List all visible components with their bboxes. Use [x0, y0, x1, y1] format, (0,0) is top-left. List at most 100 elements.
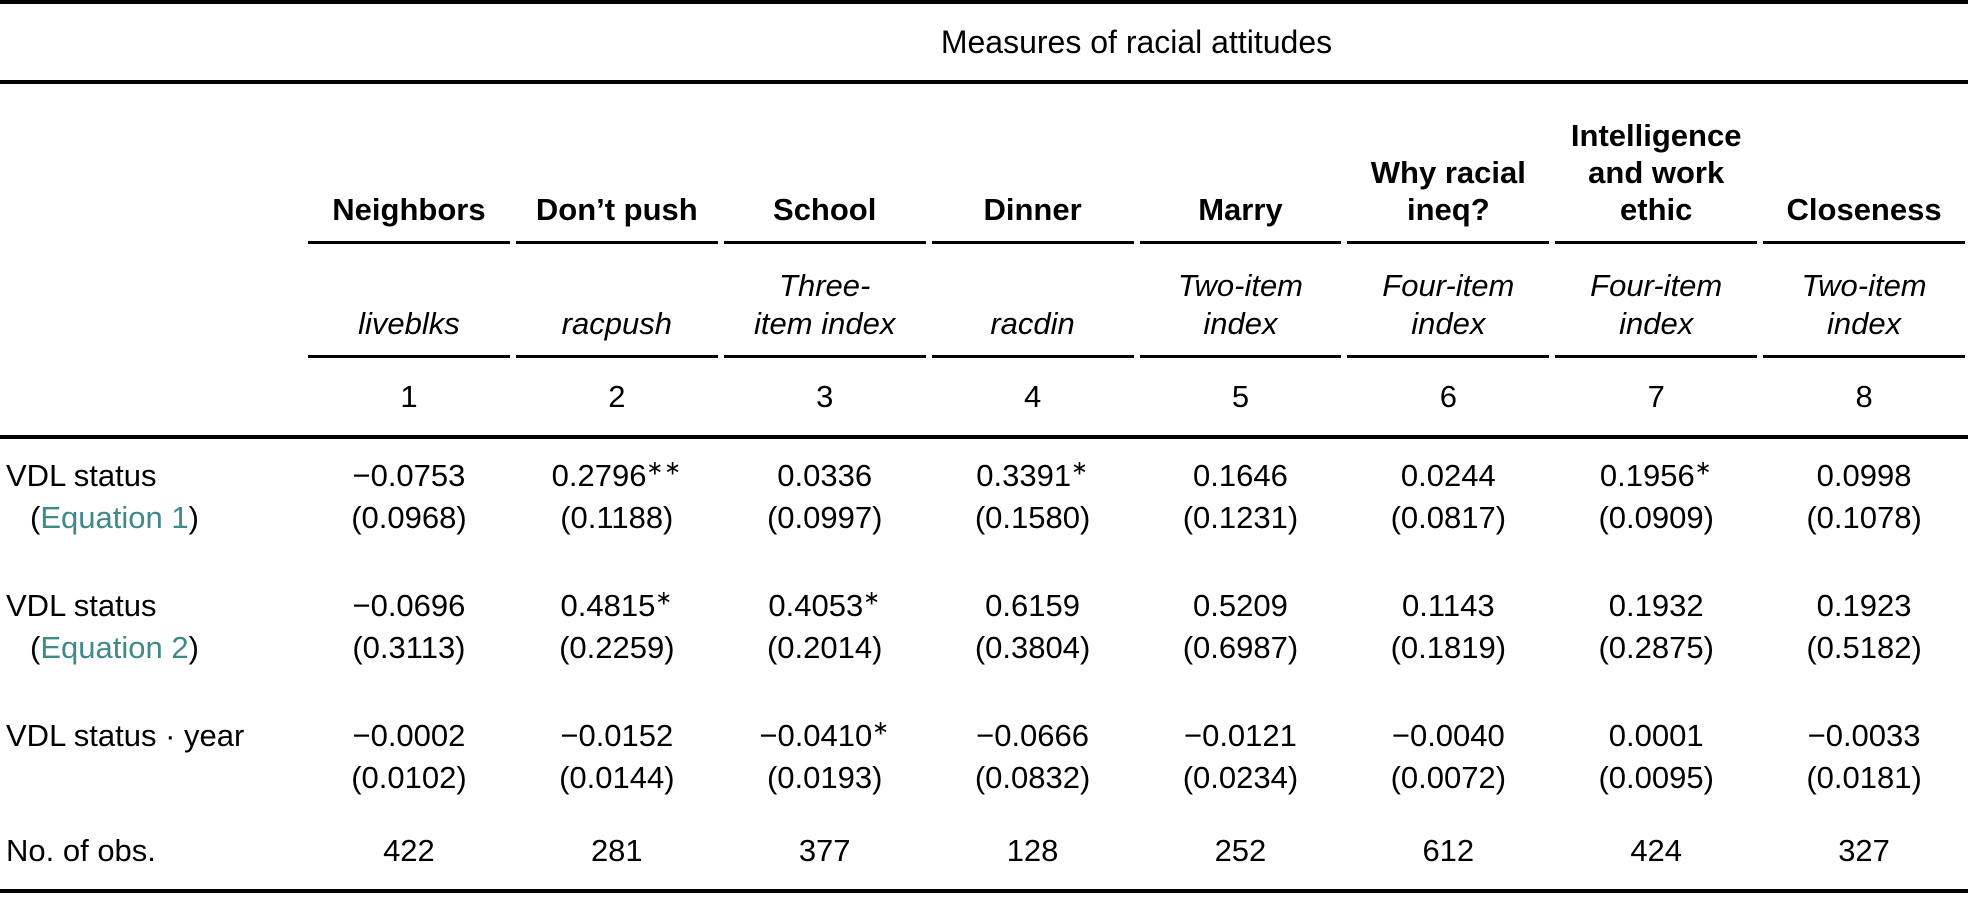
- table-cell: 0.4815∗ (0.2259): [513, 569, 721, 699]
- variable-name-three-item-index: Three- item index: [754, 268, 896, 341]
- table-row-vdl-status-eq1: VDL status (Equation 1) −0.0753 (0.0968) …: [0, 439, 1968, 569]
- coefficient-value: −0.0121: [1183, 718, 1297, 753]
- table-row-vdl-status-eq2: VDL status (Equation 2) −0.0696 (0.3113) …: [0, 569, 1968, 699]
- column-underline: [1763, 241, 1965, 244]
- standard-error: (0.0997): [766, 500, 883, 535]
- obs-value: 612: [1422, 833, 1475, 868]
- equation-1-link[interactable]: Equation 1: [40, 500, 189, 535]
- coefficient-value: −0.0040: [1391, 718, 1505, 753]
- standard-error: (0.1580): [974, 500, 1091, 535]
- standard-error: (0.0968): [351, 500, 467, 535]
- rule-below-title-row: [0, 80, 1968, 84]
- standard-error: (0.1231): [1182, 500, 1299, 535]
- equation-2-link[interactable]: Equation 2: [40, 630, 189, 665]
- standard-error: (0.1819): [1390, 630, 1507, 665]
- variable-name-racdin: racdin: [990, 306, 1075, 341]
- horizontal-rule-bottom: [0, 889, 1968, 893]
- coefficient-value: 0.1923: [1816, 588, 1912, 623]
- standard-error: (0.5182): [1806, 630, 1922, 665]
- table-cell: 0.0001 (0.0095): [1552, 699, 1760, 829]
- standard-error: (0.2875): [1598, 630, 1714, 665]
- significance-stars: ∗: [1071, 457, 1089, 480]
- obs-value: 424: [1630, 833, 1683, 868]
- significance-stars: ∗: [655, 587, 674, 610]
- column-underline: [1139, 355, 1342, 358]
- row-label: VDL status: [6, 588, 157, 623]
- coefficient-value: 0.1932: [1608, 588, 1704, 623]
- bottom-rule-row: [0, 889, 1968, 893]
- variable-name-two-item-index: Two-item index: [1801, 268, 1927, 341]
- horizontal-rule-top: [0, 0, 1968, 4]
- coefficient-value: 0.0998: [1816, 458, 1912, 493]
- table-cell: 0.1143 (0.1819): [1344, 569, 1552, 699]
- coefficient-value: −0.0753: [352, 458, 466, 493]
- coefficient-value: 0.0336: [777, 458, 873, 493]
- table-title: Measures of racial attitudes: [940, 23, 1333, 60]
- table-cell: −0.0696 (0.3113): [305, 569, 513, 699]
- coefficient-value: −0.0002: [352, 718, 466, 753]
- column-underline: [1347, 241, 1550, 244]
- standard-error: (0.0144): [559, 760, 675, 795]
- column-underline: [515, 241, 718, 244]
- table-cell: 0.1923 (0.5182): [1760, 569, 1968, 699]
- coefficient-value: 0.1956∗: [1599, 457, 1713, 493]
- standard-error: (0.0193): [766, 760, 883, 795]
- standard-error: (0.0072): [1390, 760, 1507, 795]
- column-header-row: Neighbors Don’t push School Dinner Marry…: [0, 84, 1968, 244]
- table-cell: −0.0033 (0.0181): [1760, 699, 1968, 829]
- coefficient-value: −0.0410∗: [759, 717, 891, 753]
- rule-below-header-row: [0, 435, 1968, 439]
- column-underline: [308, 241, 510, 244]
- coefficient-value: 0.0001: [1608, 718, 1704, 753]
- horizontal-rule-below-title: [0, 80, 1968, 84]
- table-cell: 0.0244 (0.0817): [1344, 439, 1552, 569]
- significance-stars: ∗: [872, 717, 891, 740]
- obs-value: 422: [383, 833, 435, 868]
- title-row: Measures of racial attitudes: [0, 4, 1968, 80]
- standard-error: (0.3113): [352, 630, 466, 665]
- column-underline: [1555, 355, 1758, 358]
- horizontal-rule-below-header: [0, 435, 1968, 439]
- column-number: 1: [400, 378, 418, 414]
- coefficient-value: 0.2796∗∗: [551, 457, 682, 493]
- column-underline: [515, 355, 718, 358]
- table-cell: 0.1932 (0.2875): [1552, 569, 1760, 699]
- coefficient-value: −0.0152: [560, 718, 674, 753]
- column-underline: [723, 241, 926, 244]
- significance-stars: ∗∗: [646, 457, 682, 480]
- column-number: 6: [1439, 378, 1457, 414]
- row-label: VDL status · year: [6, 718, 245, 753]
- table-cell: −0.0040 (0.0072): [1344, 699, 1552, 829]
- column-header-why-racial-ineq: Why racial ineq?: [1370, 155, 1526, 227]
- table-cell: −0.0002 (0.0102): [305, 699, 513, 829]
- coefficient-value: −0.0696: [352, 588, 466, 623]
- row-label: VDL status: [6, 458, 157, 493]
- column-header-dinner: Dinner: [983, 192, 1082, 227]
- standard-error: (0.6987): [1182, 630, 1299, 665]
- column-underline: [931, 241, 1134, 244]
- standard-error: (0.0095): [1598, 760, 1714, 795]
- column-header-marry: Marry: [1198, 192, 1283, 227]
- variable-name-row: liveblks racpush Three- item index racdi…: [0, 244, 1968, 358]
- table-cell: −0.0666 (0.0832): [929, 699, 1137, 829]
- table-row-vdl-status-year: VDL status · year −0.0002 (0.0102) −0.015…: [0, 699, 1968, 829]
- column-underline: [1139, 241, 1342, 244]
- column-number: 5: [1231, 378, 1250, 414]
- coefficient-value: 0.5209: [1193, 588, 1288, 623]
- column-header-dont-push: Don’t push: [535, 192, 698, 227]
- table-cell: 0.5209 (0.6987): [1137, 569, 1345, 699]
- table-cell: −0.0410∗ (0.0193): [721, 699, 929, 829]
- equation-reference: (Equation 2): [30, 630, 199, 665]
- coefficient-value: 0.3391∗: [976, 457, 1089, 493]
- coefficient-value: 0.4053∗: [768, 587, 881, 623]
- column-underline: [308, 355, 510, 358]
- column-header-neighbors: Neighbors: [332, 192, 486, 227]
- coefficient-value: 0.6159: [985, 588, 1080, 623]
- significance-stars: ∗: [863, 587, 881, 610]
- column-number: 3: [816, 378, 834, 414]
- column-underline: [1763, 355, 1965, 358]
- coefficient-value: −0.0666: [976, 718, 1090, 753]
- column-number: 4: [1023, 378, 1042, 414]
- variable-name-two-item-index: Two-item index: [1177, 268, 1304, 341]
